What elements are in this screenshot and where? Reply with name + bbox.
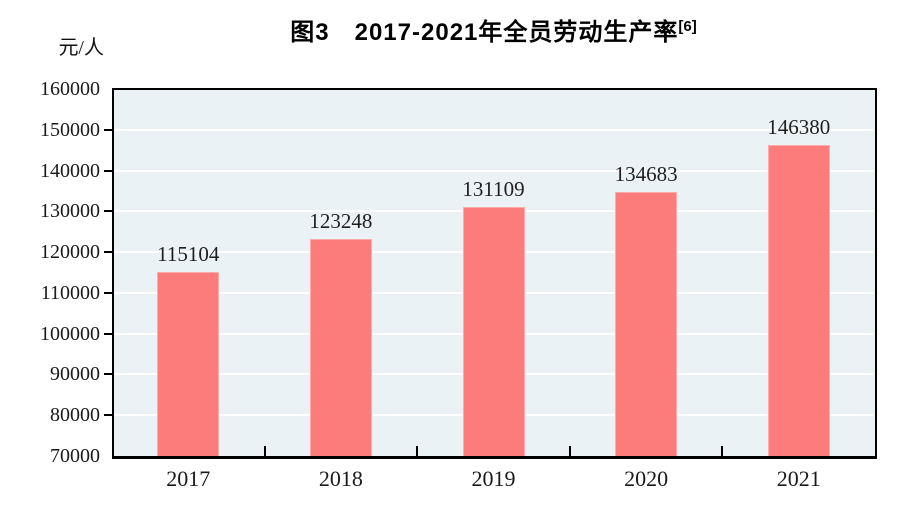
x-axis-label-2018: 2018 bbox=[318, 466, 363, 491]
y-axis-label-150000: 150000 bbox=[40, 118, 100, 141]
x-axis-label-2021: 2021 bbox=[776, 466, 821, 491]
y-axis-label-130000: 130000 bbox=[40, 200, 100, 223]
x-axis-label-2019: 2019 bbox=[471, 466, 516, 491]
bar-2019 bbox=[462, 206, 525, 456]
gridline-140000 bbox=[114, 169, 873, 172]
value-label-2020: 134683 bbox=[614, 162, 678, 187]
y-axis-tick-90000 bbox=[104, 373, 112, 376]
gridline-150000 bbox=[114, 128, 873, 131]
y-axis-tick-140000 bbox=[104, 169, 112, 172]
y-axis-tick-130000 bbox=[104, 210, 112, 213]
y-axis-label-120000: 120000 bbox=[40, 241, 100, 264]
bar-2020 bbox=[615, 192, 678, 456]
y-axis-tick-80000 bbox=[104, 414, 112, 417]
x-axis-tick-2 bbox=[416, 446, 419, 456]
x-axis-tick-3 bbox=[568, 446, 571, 456]
y-axis-label-160000: 160000 bbox=[40, 78, 100, 100]
value-label-2017: 115104 bbox=[157, 242, 220, 267]
y-axis-tick-100000 bbox=[104, 332, 112, 335]
x-axis-tick-1 bbox=[263, 446, 266, 456]
value-label-2019: 131109 bbox=[462, 176, 525, 201]
y-axis-label-100000: 100000 bbox=[40, 322, 100, 345]
y-axis-label-140000: 140000 bbox=[40, 159, 100, 182]
y-axis-label-110000: 110000 bbox=[40, 281, 100, 304]
value-label-2021: 146380 bbox=[767, 114, 831, 139]
chart-title-text: 图3 2017-2021年全员劳动生产率 bbox=[290, 19, 679, 46]
y-axis-tick-110000 bbox=[104, 291, 112, 294]
y-axis-tick-120000 bbox=[104, 251, 112, 254]
x-axis-label-2017: 2017 bbox=[166, 466, 211, 491]
x-axis-tick-4 bbox=[721, 446, 724, 456]
bar-2017 bbox=[157, 272, 220, 456]
y-axis-label-70000: 70000 bbox=[50, 445, 100, 467]
bar-2018 bbox=[309, 238, 372, 456]
y-axis-unit-label: 元/人 bbox=[58, 37, 104, 59]
y-axis-label-80000: 80000 bbox=[50, 404, 100, 427]
x-axis-label-2020: 2020 bbox=[624, 466, 669, 491]
y-axis-label-90000: 90000 bbox=[50, 363, 100, 386]
bar-2021 bbox=[767, 144, 830, 456]
chart-title-footnote-marker: [6] bbox=[678, 18, 697, 35]
chart-title: 图3 2017-2021年全员劳动生产率[6] bbox=[112, 12, 875, 47]
value-label-2018: 123248 bbox=[309, 208, 373, 233]
y-axis-tick-150000 bbox=[104, 128, 112, 131]
